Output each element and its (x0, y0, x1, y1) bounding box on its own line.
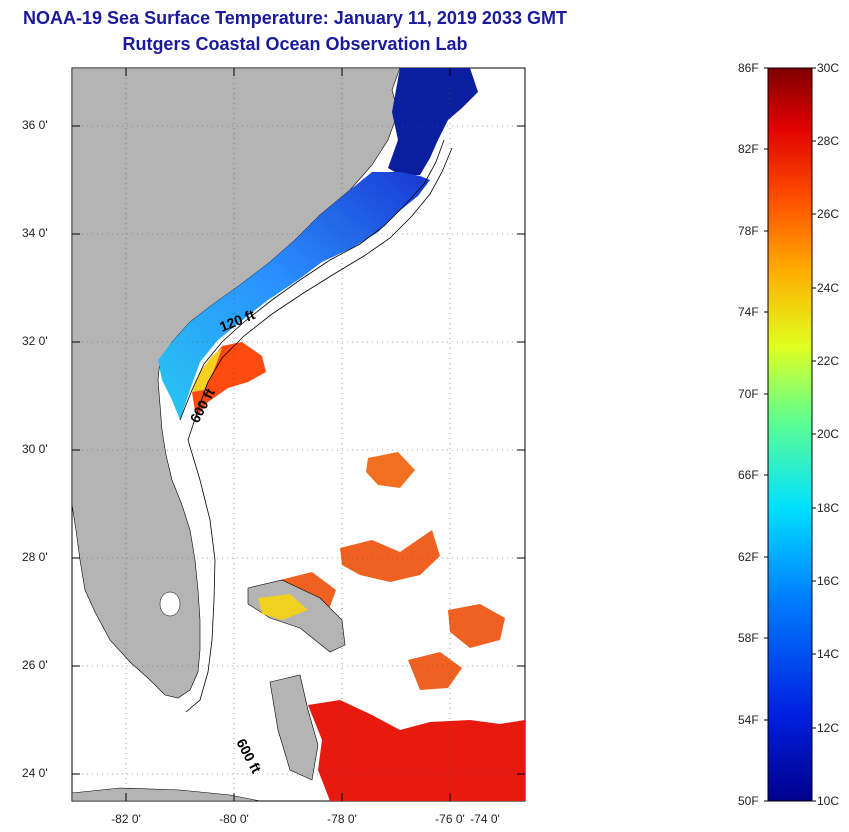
axis-ticks (72, 68, 525, 801)
bahamas-shallow (258, 594, 308, 620)
shelf-edge-yellow (192, 348, 222, 392)
colorbar-f-label: 82F (738, 142, 759, 156)
colorbar-ticks (764, 67, 816, 802)
colorbar-c-label: 14C (817, 647, 840, 661)
colorbar-c-label: 26C (817, 207, 840, 221)
colorbar-f-label: 78F (738, 224, 759, 238)
colorbar-f-label: 74F (738, 305, 759, 319)
colorbar-c-label: 24C (817, 281, 840, 295)
lon-label: -82 0' (111, 812, 141, 826)
colorbar-c-label: 10C (817, 794, 840, 808)
colorbar-f-label: 66F (738, 468, 759, 482)
colorbar-f-label: 54F (738, 713, 759, 727)
lat-label: 24 0' (22, 766, 48, 780)
isobath-600ft (187, 147, 453, 441)
map-subtitle: Rutgers Coastal Ocean Observation Lab (122, 34, 468, 54)
isobath-florida (185, 439, 216, 713)
colorbar-c-label: 16C (817, 574, 840, 588)
lon-label: -80 0' (219, 812, 249, 826)
lon-label: -76 0' (435, 812, 465, 826)
colorbar-c-label: 22C (817, 354, 840, 368)
colorbar-f-label: 62F (738, 550, 759, 564)
map-title: NOAA-19 Sea Surface Temperature: January… (23, 8, 567, 28)
colorbar-f-label: 50F (738, 794, 759, 808)
warm-patch (408, 652, 462, 690)
lat-label: 26 0' (22, 658, 48, 672)
colorbar-c-label: 30C (817, 61, 840, 75)
hot-water-south (308, 700, 525, 801)
graticule (72, 68, 525, 801)
lat-label: 30 0' (22, 442, 48, 456)
colorbar-c-label: 12C (817, 721, 840, 735)
colorbar-c-label: 20C (817, 427, 840, 441)
lon-label: -78 0' (327, 812, 357, 826)
isobath-120ft (179, 139, 445, 421)
lat-label: 28 0' (22, 550, 48, 564)
cold-water-north (388, 68, 478, 175)
lon-label: -74 0' (470, 812, 500, 826)
colorbar-c-label: 18C (817, 501, 840, 515)
bahamas-bank (269, 674, 319, 781)
land-mainland (72, 68, 401, 699)
colorbar-f-label: 58F (738, 631, 759, 645)
cuba-coast (72, 787, 261, 801)
colorbar-c-label: 28C (817, 134, 840, 148)
lake-okeechobee (159, 591, 181, 617)
colorbar (767, 67, 813, 802)
lat-label: 34 0' (22, 226, 48, 240)
warm-patch (340, 530, 440, 582)
lat-label: 36 0' (22, 118, 48, 132)
warm-patch (448, 604, 505, 648)
warm-patch (366, 452, 415, 488)
colorbar-f-label: 70F (738, 387, 759, 401)
colorbar-f-label: 86F (738, 61, 759, 75)
lat-label: 32 0' (22, 334, 48, 348)
